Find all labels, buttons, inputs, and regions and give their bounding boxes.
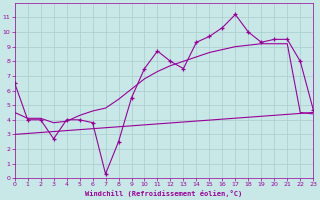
- X-axis label: Windchill (Refroidissement éolien,°C): Windchill (Refroidissement éolien,°C): [85, 190, 243, 197]
